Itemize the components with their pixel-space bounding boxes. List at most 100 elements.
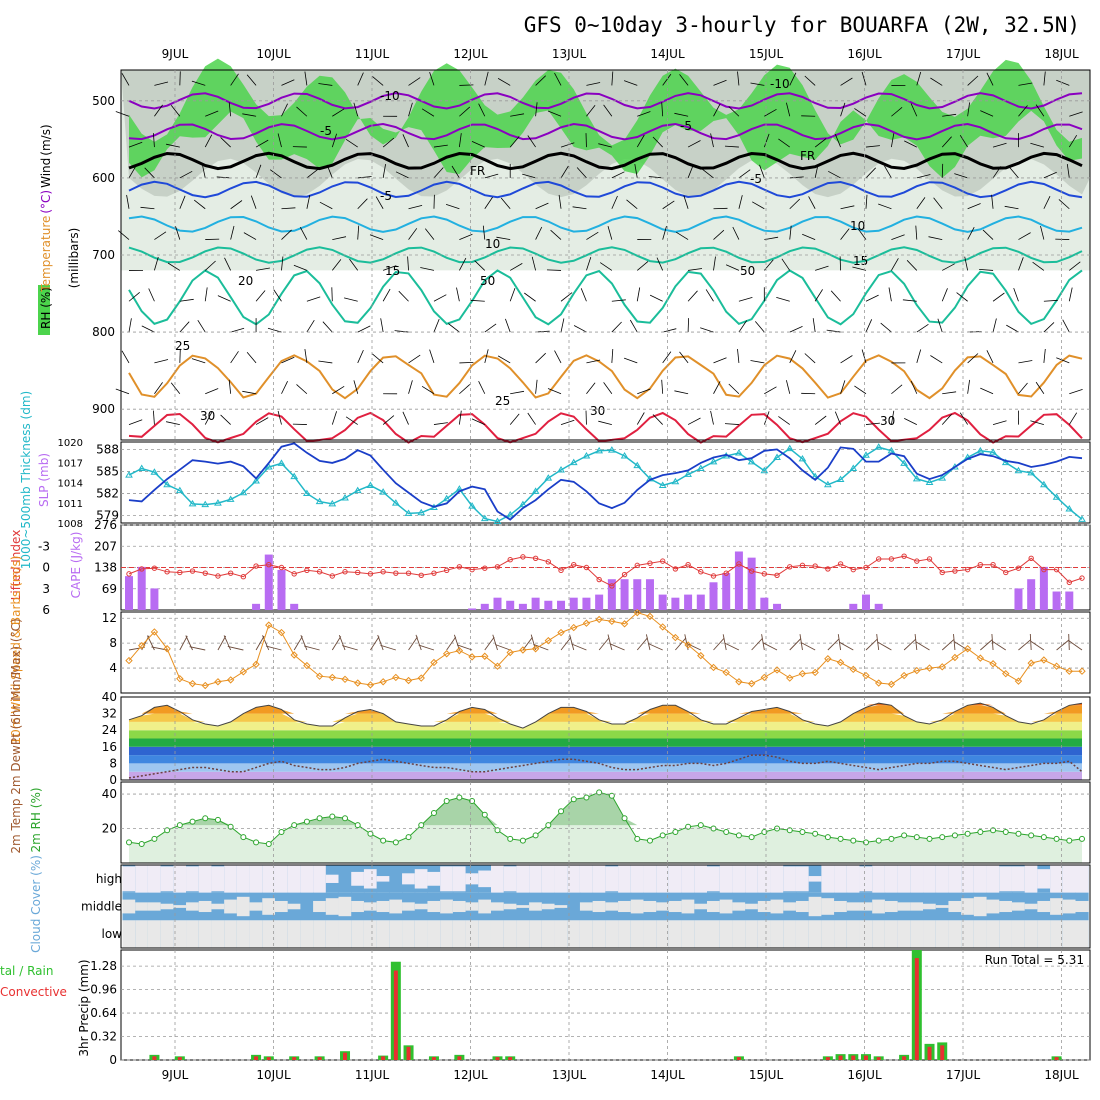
lifted-point [1015, 565, 1022, 571]
cloud-clear-cell [274, 865, 289, 893]
wind-barb [408, 77, 421, 86]
wind-barb [967, 203, 981, 210]
rh-point [189, 818, 196, 825]
contour-label: 15 [853, 254, 868, 268]
precip-convective-bar [393, 970, 398, 1060]
wind-barb [778, 416, 790, 425]
cape-bar [849, 603, 858, 610]
wind-barb [420, 267, 435, 271]
wind-barb [357, 325, 371, 333]
wind-barb [611, 348, 614, 363]
lifted-point [164, 569, 170, 575]
wind-barb [661, 379, 664, 394]
wind-speed-point [481, 652, 489, 660]
cloud-clear-cell [630, 920, 644, 948]
wind-barb [637, 111, 651, 117]
thickness-point [264, 463, 273, 470]
rh-point [748, 834, 755, 841]
cape-bar [493, 597, 502, 610]
surface-wind-barb [560, 637, 572, 651]
wind-barb [738, 195, 743, 209]
precip-convective-bar [825, 1057, 830, 1060]
wind-barb [484, 196, 493, 209]
cloud-clear-cell [1075, 865, 1089, 893]
wind-barb [471, 418, 485, 425]
wind-barb [153, 410, 155, 425]
thickness-point [188, 499, 197, 507]
cloud-clear-cell [884, 900, 899, 913]
rh-point [646, 837, 653, 844]
wind-barb [372, 353, 384, 364]
lifted-point [672, 566, 679, 572]
wind-tick-label: 4 [109, 661, 117, 675]
cloud-clear-cell [1024, 920, 1038, 948]
wind-barb [547, 388, 562, 395]
cloud-clear-cell [376, 900, 390, 913]
thickness-point [175, 486, 184, 494]
cloud-clear-cell [541, 920, 556, 948]
wind-speed-point [862, 671, 870, 680]
wind-barb [992, 142, 1007, 148]
wind-barb [865, 167, 876, 179]
cape-bar [480, 603, 489, 610]
thickness-slp-frame [120, 441, 1091, 524]
wind-barb [357, 198, 368, 210]
temp-color-band [129, 721, 1082, 731]
wind-barb [623, 357, 638, 364]
surface-wind-barb [342, 645, 358, 651]
wind-barb [598, 143, 612, 148]
wind-barb [550, 229, 562, 240]
cloud-clear-cell [694, 865, 708, 893]
lifted-point [1066, 579, 1072, 586]
wind-speed-point [1040, 656, 1048, 664]
contour-label: 25 [495, 394, 510, 408]
wind-barb [554, 350, 562, 364]
thickness-point [735, 449, 743, 456]
cloud-clear-cell [147, 920, 162, 948]
surface-wind-barb [953, 641, 968, 651]
cape-bar [773, 603, 782, 610]
cloud-clear-cell [1062, 920, 1076, 948]
wind-barb [1035, 381, 1045, 394]
wind-barb [1018, 257, 1024, 271]
thickness-point [684, 470, 692, 477]
rh-point [913, 834, 920, 841]
lifted-point [609, 583, 615, 589]
lifted-point [355, 569, 361, 576]
wind-barb [840, 205, 855, 210]
wind-speed-point [887, 680, 896, 688]
rh-point [202, 815, 209, 822]
cloud-clear-cell [147, 865, 162, 893]
cloud-clear-cell [503, 866, 517, 892]
surface-wind-barb [609, 643, 625, 651]
cloud-clear-cell [935, 865, 949, 893]
wind-speed-point [786, 674, 794, 682]
lifted-point [698, 569, 704, 575]
cloud-clear-cell [707, 900, 721, 913]
wind-barb [586, 359, 601, 364]
wind-speed-point [874, 679, 883, 687]
wind-barb [675, 231, 689, 240]
wind-barb [904, 140, 917, 148]
wind-tick-label: 8 [109, 636, 117, 650]
wind-barb [586, 231, 599, 240]
cloud-clear-cell [478, 870, 492, 888]
wind-barb [217, 295, 231, 302]
wind-barb [857, 228, 867, 240]
cloud-clear-cell [490, 920, 505, 948]
rh-point [342, 815, 349, 822]
cloud-clear-cell [173, 865, 187, 893]
contour-label: 15 [385, 264, 400, 278]
cloud-clear-cell [236, 896, 251, 917]
wind-barb [814, 138, 827, 148]
wind-barb [781, 258, 791, 271]
date-tick-bottom: 14JUL [650, 1068, 685, 1082]
wind-speed-point [404, 676, 413, 685]
wind-barb [648, 176, 663, 179]
wind-barb [407, 256, 409, 271]
cloud-clear-cell [414, 903, 428, 910]
cloud-clear-cell [732, 920, 746, 948]
date-tick-top: 10JUL [256, 47, 291, 61]
cloud-clear-cell [821, 898, 835, 915]
cloud-clear-cell [961, 920, 975, 948]
